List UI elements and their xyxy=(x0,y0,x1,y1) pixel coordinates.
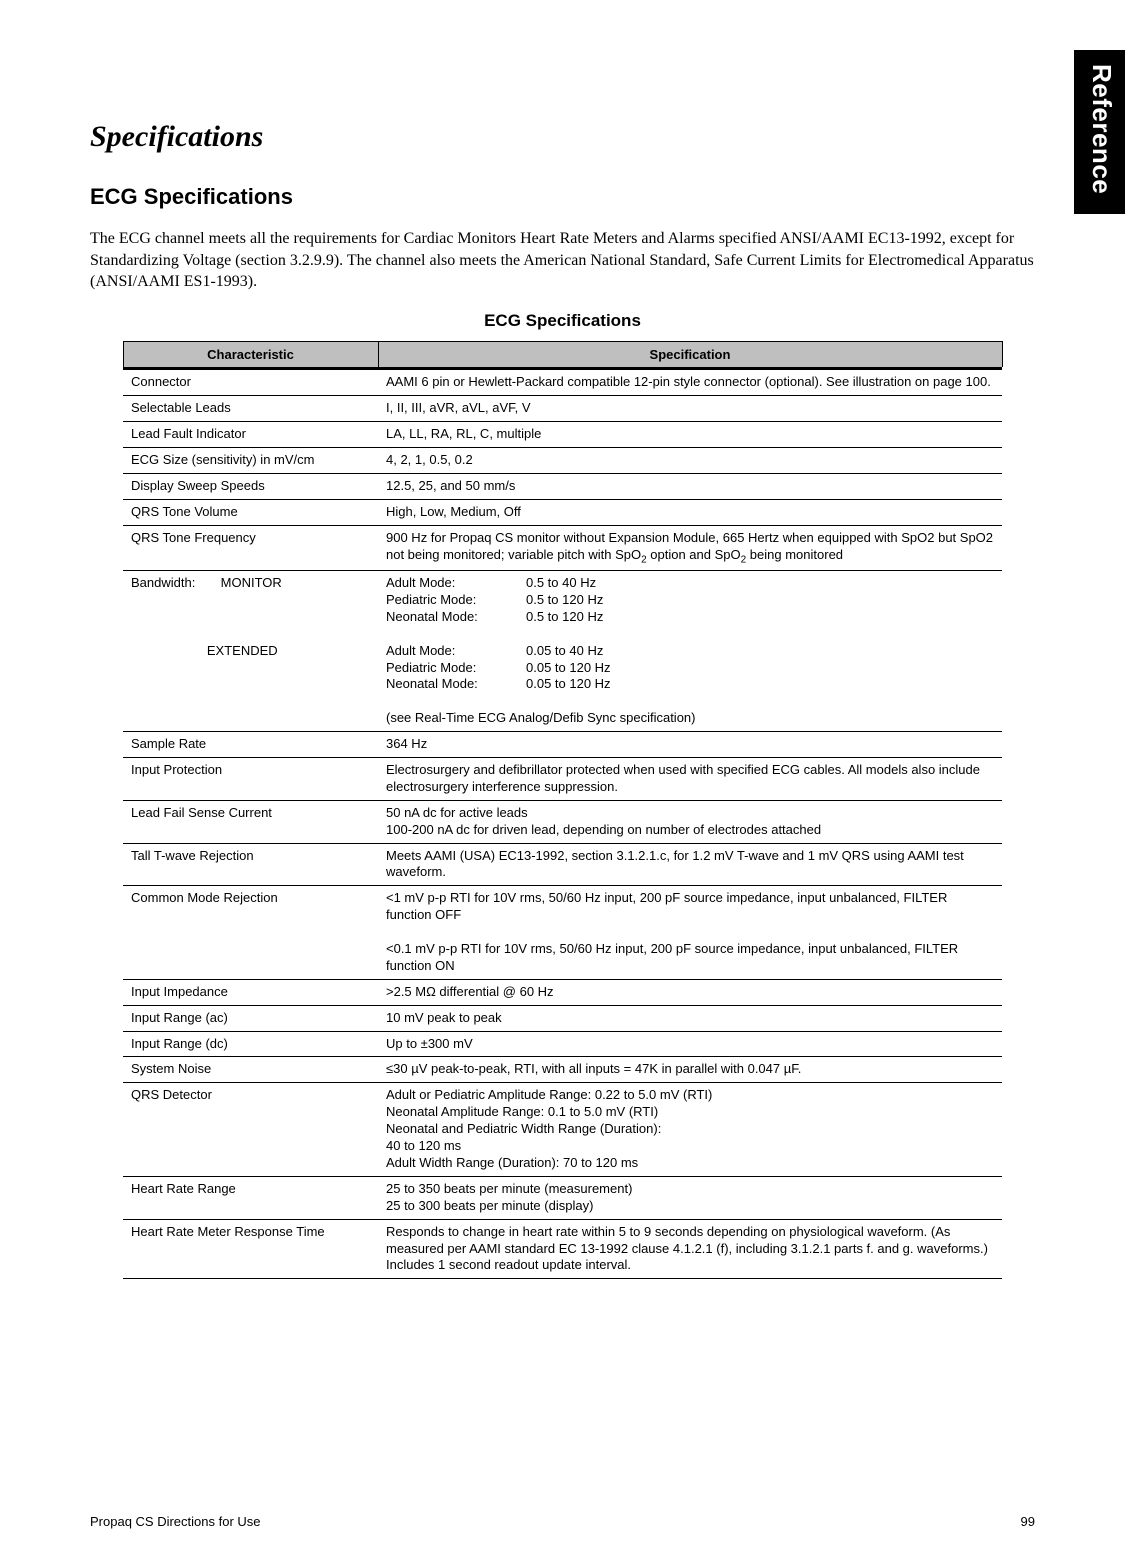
table-row: Input Range (ac) 10 mV peak to peak xyxy=(123,1005,1002,1031)
section-tab: Reference xyxy=(1074,50,1125,214)
cell-characteristic: Bandwidth: MONITOR EXTENDED xyxy=(123,571,378,732)
cell-spec: 12.5, 25, and 50 mm/s xyxy=(378,473,1002,499)
table-row: Common Mode Rejection <1 mV p-p RTI for … xyxy=(123,886,1002,979)
cell-spec: Adult or Pediatric Amplitude Range: 0.22… xyxy=(378,1083,1002,1176)
table-row: Tall T-wave Rejection Meets AAMI (USA) E… xyxy=(123,843,1002,886)
footer-left: Propaq CS Directions for Use xyxy=(90,1514,261,1529)
cell-characteristic: Input Range (dc) xyxy=(123,1031,378,1057)
cell-characteristic: System Noise xyxy=(123,1057,378,1083)
page-title: Specifications xyxy=(90,120,1035,154)
table-row: Lead Fail Sense Current 50 nA dc for act… xyxy=(123,800,1002,843)
table-row: Heart Rate Meter Response Time Responds … xyxy=(123,1219,1002,1279)
table-row: Input Range (dc) Up to ±300 mV xyxy=(123,1031,1002,1057)
cell-characteristic: Input Range (ac) xyxy=(123,1005,378,1031)
cell-characteristic: Input Impedance xyxy=(123,979,378,1005)
cell-spec: 364 Hz xyxy=(378,732,1002,758)
cell-characteristic: Display Sweep Speeds xyxy=(123,473,378,499)
table-row: System Noise ≤30 µV peak-to-peak, RTI, w… xyxy=(123,1057,1002,1083)
page-container: Reference Specifications ECG Specificati… xyxy=(0,0,1125,1557)
cell-spec: High, Low, Medium, Off xyxy=(378,499,1002,525)
cell-characteristic: Lead Fail Sense Current xyxy=(123,800,378,843)
bandwidth-mode-monitor: MONITOR xyxy=(221,575,282,590)
intro-paragraph: The ECG channel meets all the requiremen… xyxy=(90,228,1035,293)
page-footer: Propaq CS Directions for Use 99 xyxy=(90,1514,1035,1529)
table-caption: ECG Specifications xyxy=(90,311,1035,331)
col-header-specification: Specification xyxy=(378,341,1002,367)
table-row: Bandwidth: MONITOR EXTENDED Adult Mode:0… xyxy=(123,571,1002,732)
cell-characteristic: QRS Detector xyxy=(123,1083,378,1176)
cell-spec: >2.5 MΩ differential @ 60 Hz xyxy=(378,979,1002,1005)
cell-characteristic: ECG Size (sensitivity) in mV/cm xyxy=(123,447,378,473)
cell-characteristic: Input Protection xyxy=(123,758,378,801)
cell-characteristic: Common Mode Rejection xyxy=(123,886,378,979)
cell-characteristic: Tall T-wave Rejection xyxy=(123,843,378,886)
table-row: QRS Detector Adult or Pediatric Amplitud… xyxy=(123,1083,1002,1176)
cell-characteristic: Selectable Leads xyxy=(123,396,378,422)
cell-spec: 50 nA dc for active leads 100-200 nA dc … xyxy=(378,800,1002,843)
col-header-characteristic: Characteristic xyxy=(123,341,378,367)
cell-spec: ≤30 µV peak-to-peak, RTI, with all input… xyxy=(378,1057,1002,1083)
table-row: Display Sweep Speeds 12.5, 25, and 50 mm… xyxy=(123,473,1002,499)
table-row: QRS Tone Frequency 900 Hz for Propaq CS … xyxy=(123,525,1002,570)
cell-spec: 900 Hz for Propaq CS monitor without Exp… xyxy=(378,525,1002,570)
table-row: Input Impedance >2.5 MΩ differential @ 6… xyxy=(123,979,1002,1005)
cell-characteristic: Sample Rate xyxy=(123,732,378,758)
section-heading: ECG Specifications xyxy=(90,184,1035,210)
cell-spec: 10 mV peak to peak xyxy=(378,1005,1002,1031)
cell-characteristic: Connector xyxy=(123,370,378,396)
cell-spec: 25 to 350 beats per minute (measurement)… xyxy=(378,1176,1002,1219)
cell-characteristic: Heart Rate Range xyxy=(123,1176,378,1219)
table-row: ECG Size (sensitivity) in mV/cm 4, 2, 1,… xyxy=(123,447,1002,473)
bandwidth-mode-extended: EXTENDED xyxy=(207,643,278,658)
table-row: Sample Rate 364 Hz xyxy=(123,732,1002,758)
cell-spec: I, II, III, aVR, aVL, aVF, V xyxy=(378,396,1002,422)
cell-characteristic: QRS Tone Volume xyxy=(123,499,378,525)
cell-spec: <1 mV p-p RTI for 10V rms, 50/60 Hz inpu… xyxy=(378,886,1002,979)
spec-table: Characteristic Specification Connector A… xyxy=(123,341,1003,1280)
cell-spec: AAMI 6 pin or Hewlett-Packard compatible… xyxy=(378,370,1002,396)
table-row: Selectable Leads I, II, III, aVR, aVL, a… xyxy=(123,396,1002,422)
cell-spec: LA, LL, RA, RL, C, multiple xyxy=(378,422,1002,448)
cell-spec: Adult Mode:0.5 to 40 Hz Pediatric Mode:0… xyxy=(378,571,1002,732)
cell-spec: Meets AAMI (USA) EC13-1992, section 3.1.… xyxy=(378,843,1002,886)
footer-page-number: 99 xyxy=(1021,1514,1035,1529)
cell-characteristic: Lead Fault Indicator xyxy=(123,422,378,448)
cell-spec: Electrosurgery and defibrillator protect… xyxy=(378,758,1002,801)
cell-spec: Up to ±300 mV xyxy=(378,1031,1002,1057)
table-row: Connector AAMI 6 pin or Hewlett-Packard … xyxy=(123,370,1002,396)
table-row: Lead Fault Indicator LA, LL, RA, RL, C, … xyxy=(123,422,1002,448)
table-row: Heart Rate Range 25 to 350 beats per min… xyxy=(123,1176,1002,1219)
cell-spec: Responds to change in heart rate within … xyxy=(378,1219,1002,1279)
table-row: Input Protection Electrosurgery and defi… xyxy=(123,758,1002,801)
cell-spec: 4, 2, 1, 0.5, 0.2 xyxy=(378,447,1002,473)
cell-characteristic: Heart Rate Meter Response Time xyxy=(123,1219,378,1279)
cell-characteristic: QRS Tone Frequency xyxy=(123,525,378,570)
bandwidth-label: Bandwidth: xyxy=(131,575,195,590)
table-row: QRS Tone Volume High, Low, Medium, Off xyxy=(123,499,1002,525)
